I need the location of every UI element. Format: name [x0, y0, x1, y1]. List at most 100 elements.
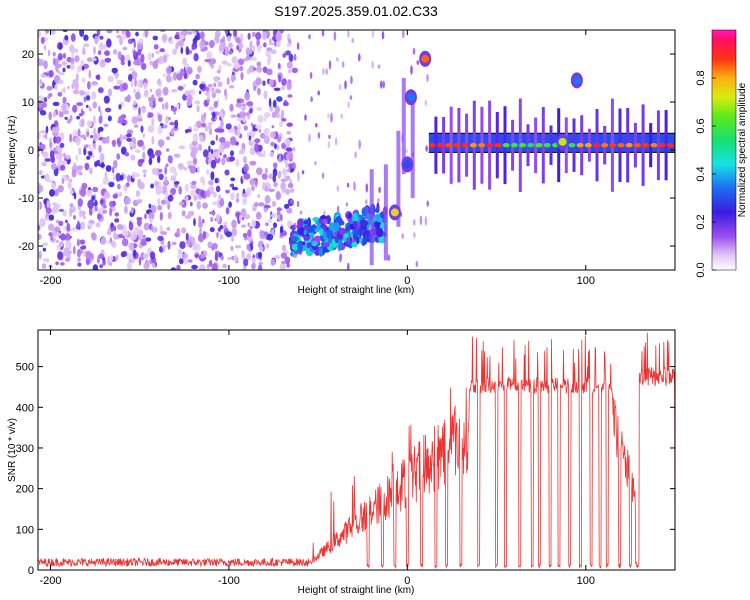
- noise-mark: [379, 80, 383, 89]
- noise-mark: [251, 257, 257, 263]
- noise-mark: [254, 143, 259, 153]
- noise-mark: [189, 201, 193, 207]
- noise-mark: [259, 230, 266, 240]
- line-bead: [510, 143, 518, 148]
- noise-mark: [148, 203, 152, 209]
- x-tick-label: 100: [577, 275, 595, 287]
- noise-mark: [72, 245, 76, 255]
- noise-mark: [204, 58, 211, 63]
- noise-mark: [425, 145, 428, 152]
- noise-mark: [55, 261, 59, 266]
- noise-mark: [217, 81, 223, 88]
- noise-mark: [341, 61, 345, 68]
- noise-mark: [282, 53, 287, 58]
- noise-mark: [94, 35, 99, 45]
- noise-mark: [191, 180, 197, 186]
- noise-mark: [208, 145, 211, 153]
- noise-mark: [54, 226, 61, 233]
- noise-mark: [38, 250, 42, 260]
- noise-mark: [170, 107, 178, 112]
- noise-mark: [48, 137, 52, 143]
- noise-mark: [96, 213, 102, 220]
- noise-mark: [278, 74, 282, 83]
- y-tick-label: 10: [22, 97, 34, 109]
- line-bead: [486, 143, 494, 148]
- noise-mark: [104, 107, 112, 113]
- noise-mark: [251, 185, 255, 191]
- echo-mark: [322, 231, 328, 240]
- noise-mark: [347, 262, 350, 270]
- noise-mark: [126, 261, 132, 270]
- noise-mark: [273, 87, 281, 92]
- noise-mark: [66, 65, 71, 69]
- noise-mark: [209, 211, 216, 215]
- noise-mark: [42, 151, 49, 158]
- noise-mark: [365, 199, 368, 205]
- noise-mark: [128, 242, 135, 251]
- noise-mark: [83, 136, 87, 141]
- noise-mark: [106, 38, 112, 48]
- noise-mark: [38, 184, 44, 193]
- noise-mark: [66, 222, 71, 232]
- line-bead: [650, 143, 658, 148]
- noise-mark: [276, 207, 282, 212]
- noise-mark: [208, 259, 213, 267]
- noise-mark: [263, 149, 266, 158]
- noise-mark: [186, 31, 193, 35]
- noise-mark: [272, 162, 278, 169]
- noise-mark: [291, 67, 298, 74]
- noise-mark: [280, 252, 287, 259]
- noise-mark: [252, 45, 256, 52]
- noise-mark: [137, 79, 142, 88]
- noise-mark: [210, 148, 214, 155]
- noise-mark: [81, 65, 85, 71]
- noise-mark: [138, 107, 141, 115]
- noise-mark: [225, 123, 232, 130]
- noise-mark: [69, 205, 76, 213]
- noise-mark: [137, 139, 144, 147]
- noise-mark: [141, 62, 147, 70]
- colorbar-tick-label: 0.6: [695, 118, 707, 133]
- noise-mark: [216, 232, 219, 239]
- noise-mark: [211, 91, 217, 99]
- noise-mark: [80, 221, 85, 231]
- noise-mark: [151, 117, 155, 127]
- noise-mark: [248, 135, 252, 141]
- echo-mark: [359, 225, 363, 236]
- noise-mark: [274, 254, 280, 260]
- noise-mark: [40, 130, 47, 134]
- noise-mark: [48, 111, 52, 121]
- noise-mark: [54, 136, 62, 144]
- noise-mark: [347, 30, 350, 38]
- noise-mark: [172, 48, 177, 55]
- noise-mark: [416, 60, 420, 65]
- noise-mark: [66, 118, 72, 124]
- noise-mark: [170, 128, 175, 136]
- noise-mark: [161, 103, 165, 110]
- noise-mark: [100, 199, 104, 204]
- noise-mark: [285, 188, 290, 195]
- noise-mark: [191, 45, 195, 51]
- noise-mark: [104, 50, 110, 56]
- line-bead: [428, 143, 436, 148]
- noise-mark: [91, 81, 98, 86]
- noise-mark: [116, 79, 123, 85]
- noise-mark: [268, 173, 274, 180]
- noise-mark: [127, 38, 134, 45]
- noise-mark: [132, 50, 137, 57]
- noise-mark: [340, 113, 344, 119]
- noise-mark: [221, 157, 226, 166]
- noise-mark: [49, 189, 55, 197]
- noise-mark: [249, 225, 253, 230]
- noise-mark: [264, 185, 269, 192]
- noise-mark: [92, 264, 99, 270]
- streak-mark: [383, 164, 388, 261]
- noise-mark: [242, 196, 248, 206]
- noise-mark: [130, 231, 138, 241]
- noise-mark: [410, 65, 413, 75]
- noise-mark: [268, 42, 275, 46]
- noise-mark: [226, 62, 232, 67]
- colorbar-tick-label: 0.4: [695, 166, 707, 181]
- snr-y-axis-label: SNR (10 * v/v): [7, 418, 18, 482]
